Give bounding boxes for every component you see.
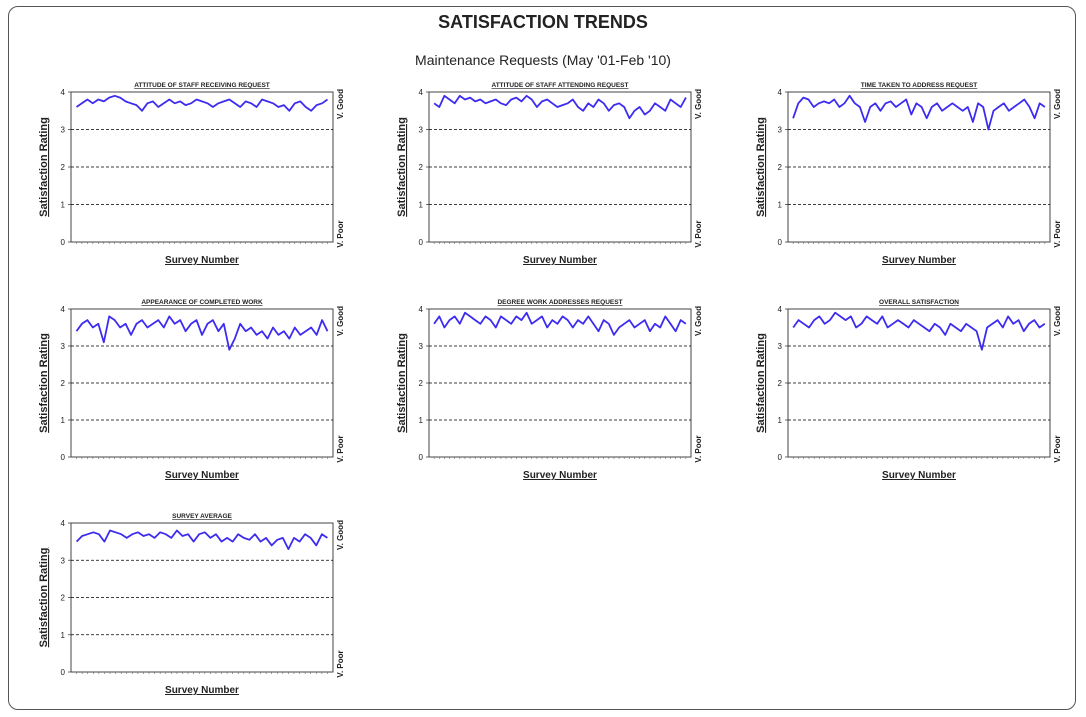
right-top-label: V. Good <box>1053 306 1062 336</box>
y-tick-label: 1 <box>419 201 424 210</box>
y-axis-label: Satisfaction Rating <box>396 333 408 433</box>
y-tick-label: 3 <box>61 126 66 135</box>
y-axis-label: Satisfaction Rating <box>38 548 50 648</box>
x-axis-label: Survey Number <box>882 255 956 266</box>
y-tick-label: 0 <box>419 238 424 247</box>
y-tick-label: 2 <box>778 379 783 388</box>
y-tick-label: 3 <box>61 342 66 351</box>
y-tick-label: 3 <box>419 342 424 351</box>
chart-panel-2: ATTITUDE OF STAFF ATTENDING REQUEST 0 1 2 3 4… <box>396 82 703 266</box>
y-tick-label: 4 <box>778 305 783 314</box>
chart-panel-1: ATTITUDE OF STAFF RECEIVING REQUEST 0 1 2 3 4… <box>38 82 345 266</box>
y-tick-label: 0 <box>61 668 66 677</box>
y-axis-label: Satisfaction Rating <box>755 117 767 217</box>
right-bottom-label: V. Poor <box>694 435 703 462</box>
y-tick-label: 1 <box>778 416 783 425</box>
series-line <box>75 315 329 351</box>
y-tick-label: 1 <box>61 631 66 640</box>
right-bottom-label: V. Poor <box>694 220 703 247</box>
right-bottom-label: V. Poor <box>336 220 345 247</box>
y-tick-label: 2 <box>419 379 424 388</box>
y-tick-label: 2 <box>61 379 66 388</box>
chart-panel-5: DEGREE WORK ADDRESSES REQUEST 0 1 2 3 4 Survey… <box>396 299 703 481</box>
y-tick-label: 0 <box>778 238 783 247</box>
right-bottom-label: V. Poor <box>336 435 345 462</box>
y-axis-label: Satisfaction Rating <box>38 117 50 217</box>
chart-panel-3: TIME TAKEN TO ADDRESS REQUEST 0 1 2 3 4 Survey… <box>755 82 1062 266</box>
y-tick-label: 4 <box>419 305 424 314</box>
page-subtitle: Maintenance Requests (May '01-Feb '10) <box>415 52 671 68</box>
chart-title: ATTITUDE OF STAFF RECEIVING REQUEST <box>134 82 270 89</box>
series-line <box>433 94 687 120</box>
series-line <box>75 529 328 550</box>
right-bottom-label: V. Poor <box>1053 220 1062 247</box>
chart-panel-6: OVERALL SATISFACTION 0 1 2 3 4 Survey Number Sa… <box>755 299 1062 481</box>
y-axis-label: Satisfaction Rating <box>38 333 50 433</box>
y-tick-label: 3 <box>419 126 424 135</box>
x-axis-label: Survey Number <box>165 470 239 481</box>
right-top-label: V. Good <box>336 520 345 550</box>
y-tick-label: 3 <box>61 556 66 565</box>
chart-title: OVERALL SATISFACTION <box>879 299 959 306</box>
y-tick-label: 4 <box>61 519 66 528</box>
x-axis-label: Survey Number <box>882 470 956 481</box>
y-tick-label: 2 <box>61 163 66 172</box>
x-axis-label: Survey Number <box>523 470 597 481</box>
x-axis-label: Survey Number <box>165 685 239 696</box>
right-top-label: V. Good <box>336 89 345 119</box>
right-top-label: V. Good <box>694 306 703 336</box>
y-tick-label: 0 <box>61 238 66 247</box>
chart-title: TIME TAKEN TO ADDRESS REQUEST <box>861 82 978 89</box>
chart-title: ATTITUDE OF STAFF ATTENDING REQUEST <box>492 82 629 89</box>
y-tick-label: 4 <box>61 305 66 314</box>
y-tick-label: 2 <box>778 163 783 172</box>
y-tick-label: 4 <box>61 88 66 97</box>
y-axis-label: Satisfaction Rating <box>396 117 408 217</box>
y-tick-label: 2 <box>419 163 424 172</box>
chart-title: APPEARANCE OF COMPLETED WORK <box>141 299 263 306</box>
chart-title: SURVEY AVERAGE <box>172 513 232 520</box>
y-tick-label: 3 <box>778 342 783 351</box>
report-frame <box>8 6 1076 710</box>
right-top-label: V. Good <box>694 89 703 119</box>
chart-panel-4: APPEARANCE OF COMPLETED WORK 0 1 2 3 4 Survey … <box>38 299 345 481</box>
y-tick-label: 1 <box>61 201 66 210</box>
y-tick-label: 1 <box>419 416 424 425</box>
right-bottom-label: V. Poor <box>1053 435 1062 462</box>
series-line <box>433 311 687 336</box>
y-tick-label: 0 <box>61 453 66 462</box>
series-line <box>792 311 1046 351</box>
y-tick-label: 4 <box>778 88 783 97</box>
series-line <box>792 94 1046 131</box>
x-axis-label: Survey Number <box>165 255 239 266</box>
x-axis-label: Survey Number <box>523 255 597 266</box>
right-top-label: V. Good <box>336 306 345 336</box>
y-tick-label: 1 <box>778 201 783 210</box>
y-tick-label: 0 <box>778 453 783 462</box>
right-bottom-label: V. Poor <box>336 650 345 677</box>
y-tick-label: 1 <box>61 416 66 425</box>
right-top-label: V. Good <box>1053 89 1062 119</box>
chart-title: DEGREE WORK ADDRESSES REQUEST <box>497 299 622 306</box>
y-axis-label: Satisfaction Rating <box>755 333 767 433</box>
page-title: SATISFACTION TRENDS <box>438 12 648 32</box>
y-tick-label: 4 <box>419 88 424 97</box>
y-tick-label: 3 <box>778 126 783 135</box>
y-tick-label: 2 <box>61 594 66 603</box>
y-tick-label: 0 <box>419 453 424 462</box>
series-line <box>75 94 329 112</box>
chart-panel-7: SURVEY AVERAGE 0 1 2 3 4 Survey Number Satisfac… <box>38 513 345 696</box>
